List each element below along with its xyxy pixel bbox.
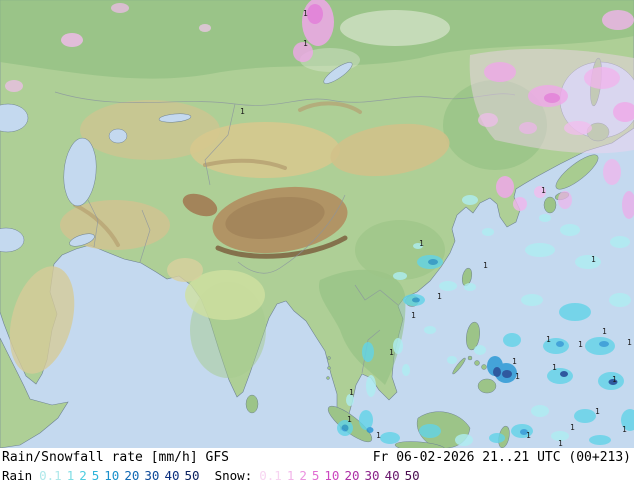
valid-datetime: Fr 06-02-2026 21..21 UTC (00+213) [372,450,631,465]
persian-gulf [69,233,95,247]
palawan [452,357,466,375]
map-canvas: 1 1 1 1 1 1 1 1 1 1 1 1 1 1 1 1 1 1 1 1 1 1 1 1 1 1 [0,0,634,448]
precip-value-mark: 1 [546,335,551,344]
rain-scale-label: Rain [2,468,33,483]
honshu [555,154,599,190]
snow-overlay [5,0,634,219]
precip-value-mark: 1 [515,372,520,381]
asia-precipitation-map: 1 1 1 1 1 1 1 1 1 1 1 1 1 1 1 1 1 1 1 1 1 1 1 1 1 1 [0,0,634,448]
snow-scale-value-0.1: 0.1 [259,468,282,483]
precip-value-mark: 1 [627,338,632,347]
mindanao [477,378,497,394]
precip-value-mark: 1 [578,340,583,349]
precip-value-mark: 1 [419,239,424,248]
precip-value-mark: 1 [602,327,607,336]
precip-value-mark: 1 [349,388,354,397]
country-borders [54,91,516,374]
rain-scale-value-2: 2 [79,468,87,483]
precip-value-mark: 1 [591,255,596,264]
black-sea [0,103,29,133]
lake-baikal [323,62,353,84]
snow-scale-label: Snow: [214,468,253,483]
luzon [466,321,480,351]
precip-value-mark: 1 [411,311,416,320]
precip-value-mark: 1 [347,415,352,424]
precip-value-mark: 1 [240,107,245,116]
rain-scale-value-50: 50 [184,468,200,483]
snow-scale-value-1: 1 [286,468,295,483]
rain-overlay [337,195,634,446]
precip-value-mark: 1 [389,348,394,357]
precip-value-mark: 1 [303,9,308,18]
precip-value-mark: 1 [612,375,617,384]
precip-value-mark: 1 [541,186,546,195]
rain-scale-value-5: 5 [91,468,100,483]
snow-scale-value-5: 5 [311,468,320,483]
precip-value-mark: 1 [437,292,442,301]
precip-value-mark: 1 [376,431,381,440]
precip-value-mark: 1 [570,423,575,432]
kyushu [543,196,557,214]
precip-value-mark: 1 [483,261,488,270]
rain-scale: 0.1 1 2 5 10 20 30 40 50 [39,467,204,485]
mediterranean-sea [0,227,25,253]
precip-value-mark: 1 [622,425,627,434]
rain-scale-value-20: 20 [124,468,140,483]
java [394,441,446,448]
rain-scale-value-30: 30 [144,468,160,483]
precip-value-mark: 1 [558,439,563,448]
legend-bar: Rain/Snowfall rate [mm/h] GFS Fr 06-02-2… [0,448,634,490]
precip-value-mark: 1 [303,39,308,48]
rain-scale-value-40: 40 [164,468,180,483]
snow-scale-value-50: 50 [404,468,420,483]
precip-value-marks: 1 1 1 1 1 1 1 1 1 1 1 1 1 1 1 1 1 1 1 1 1 1 1 1 1 1 [240,9,632,448]
snow-scale-value-10: 10 [324,468,340,483]
precip-value-mark: 1 [595,407,600,416]
caspian-sea [63,137,97,207]
precip-value-mark: 1 [512,357,517,366]
precip-value-mark: 1 [552,363,557,372]
precip-value-mark: 1 [526,431,531,440]
product-title: Rain/Snowfall rate [mm/h] GFS [2,450,229,465]
aral-sea [108,128,128,144]
snow-scale-value-2: 2 [299,468,307,483]
rain-scale-value-10: 10 [104,468,120,483]
snow-scale: 0.1 1 2 5 10 20 30 40 50 [259,467,424,485]
sri-lanka [245,394,259,414]
snow-scale-value-40: 40 [384,468,400,483]
rain-scale-value-0.1: 0.1 [39,468,62,483]
landmass-africa [0,337,69,448]
lake-balkhash [158,113,192,123]
rain-scale-value-1: 1 [66,468,75,483]
snow-scale-value-20: 20 [344,468,360,483]
snow-scale-value-30: 30 [364,468,380,483]
